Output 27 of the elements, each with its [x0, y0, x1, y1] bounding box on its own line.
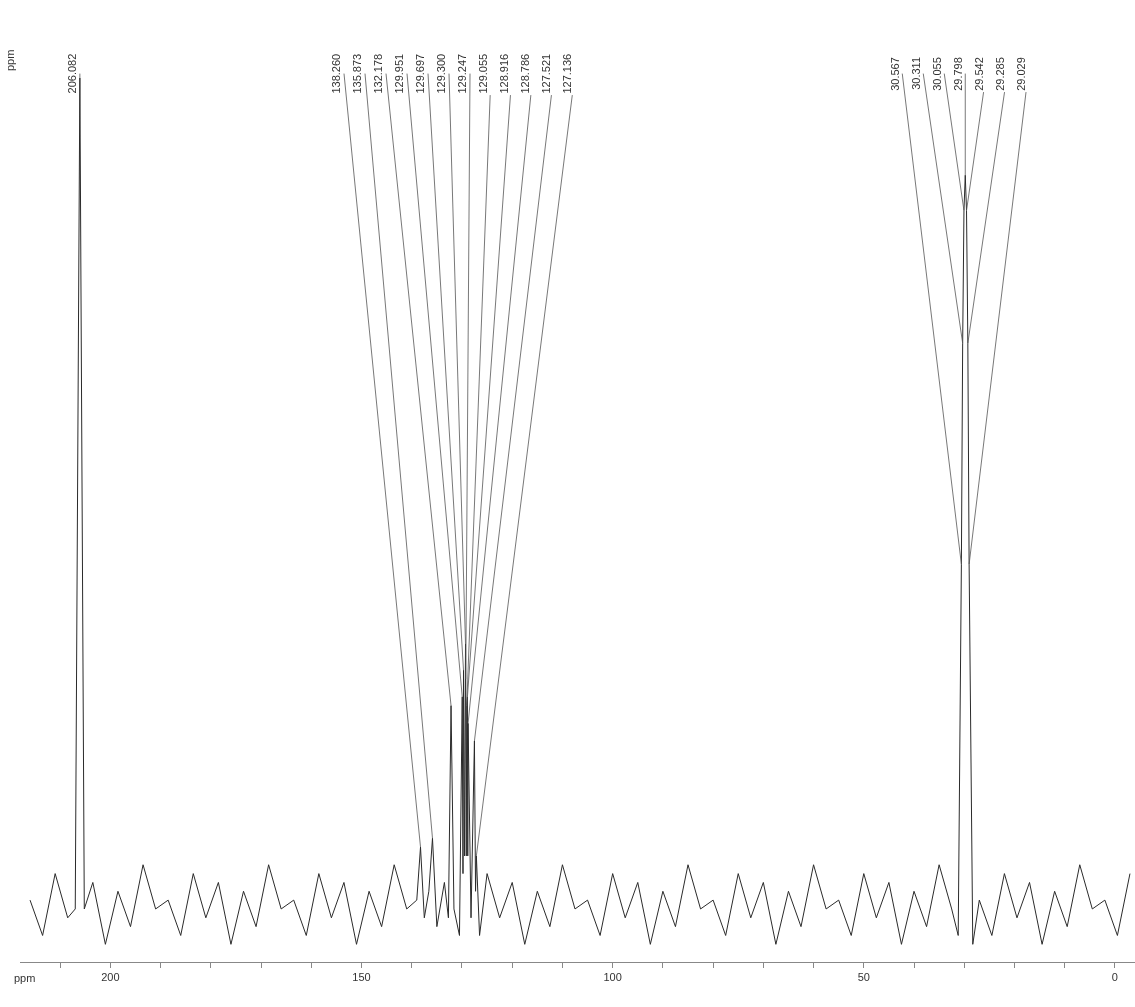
annotation: 29.798: [951, 57, 964, 91]
x-tick-label: 50: [857, 971, 870, 984]
annotation: 129.697: [414, 53, 427, 94]
annotation: 128.916: [498, 53, 511, 94]
annotation: 127.521: [540, 53, 553, 94]
annotation: 127.136: [561, 53, 574, 94]
annotation: 138.260: [330, 53, 343, 94]
annotation: 129.247: [456, 53, 469, 94]
annotation: 30.055: [930, 57, 943, 91]
annotation: 30.311: [909, 57, 922, 90]
x-tick-label: 150: [352, 971, 371, 984]
x-tick-label: 0: [1111, 971, 1118, 984]
annotation: 132.178: [372, 53, 385, 94]
annotation: 135.873: [351, 53, 364, 94]
annotation: 129.055: [477, 53, 490, 94]
annotation: 129.300: [435, 53, 448, 94]
annotation: 128.786: [519, 53, 532, 94]
text: ppm: [3, 49, 16, 72]
annotation: 29.542: [972, 57, 985, 91]
x-tick-label: 200: [101, 971, 120, 984]
annotation: 29.029: [1014, 57, 1027, 91]
annotation: 30.567: [888, 57, 901, 91]
annotation: 129.951: [393, 53, 406, 94]
x-axis-title: ppm: [14, 972, 36, 984]
annotation: 29.285: [993, 57, 1006, 91]
x-tick-label: 100: [603, 971, 622, 984]
annotation: 206.082: [66, 53, 79, 94]
